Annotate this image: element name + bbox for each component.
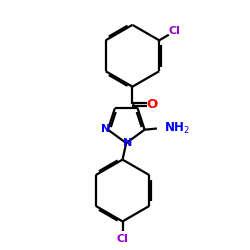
Text: Cl: Cl	[116, 234, 128, 244]
Text: N: N	[123, 138, 132, 148]
Text: NH$_2$: NH$_2$	[164, 121, 190, 136]
Text: O: O	[146, 98, 158, 111]
Text: Cl: Cl	[169, 26, 180, 36]
Text: N: N	[101, 124, 110, 134]
